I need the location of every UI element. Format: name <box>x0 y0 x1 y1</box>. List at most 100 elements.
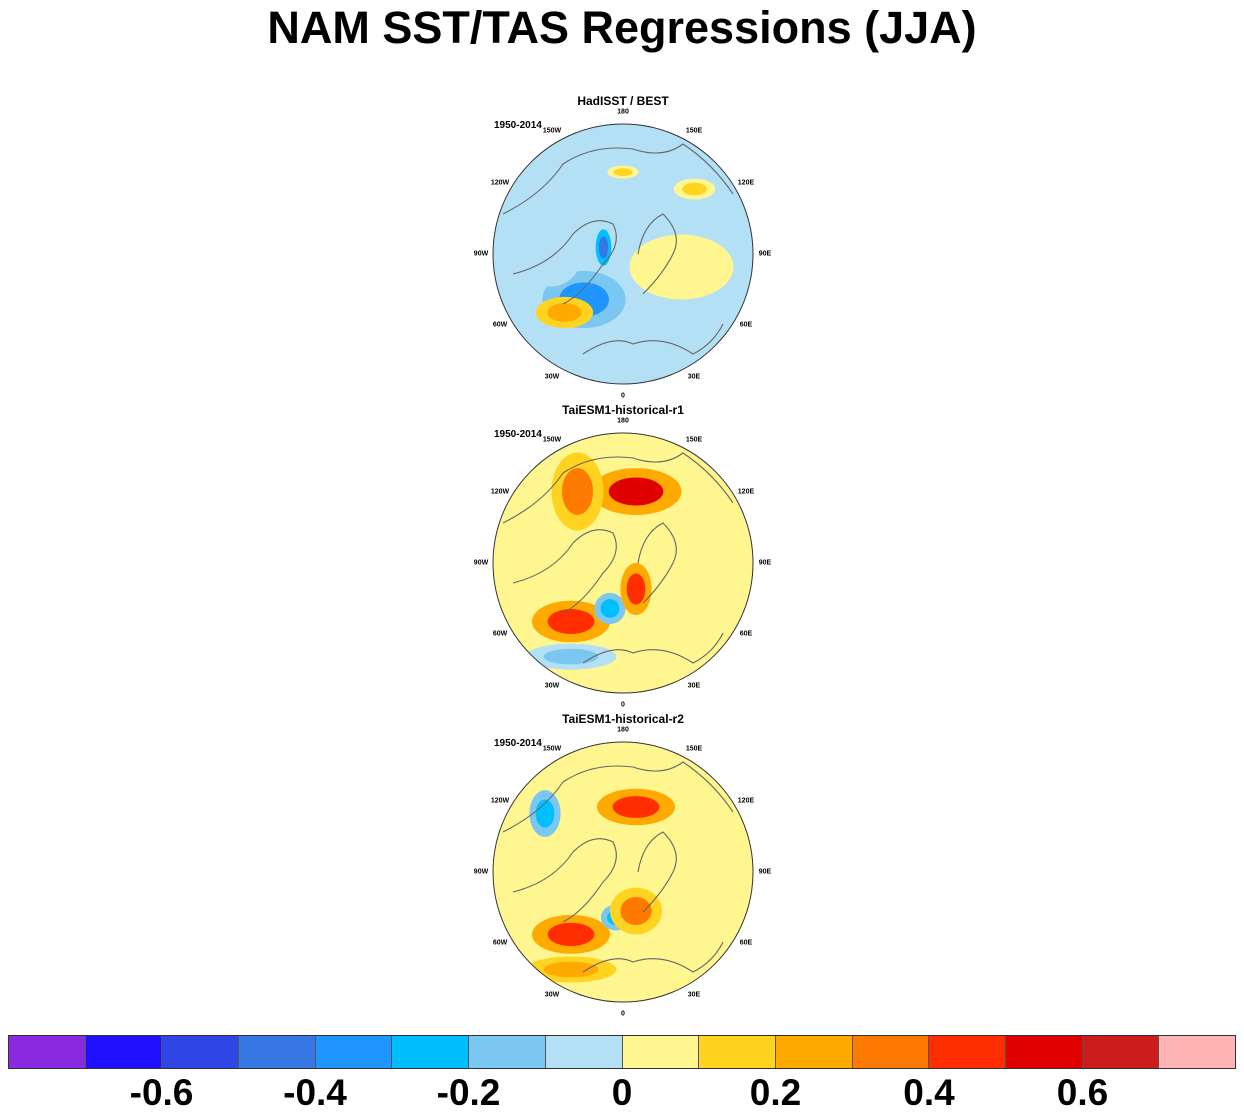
longitude-label: 150W <box>542 745 562 753</box>
longitude-label: 120E <box>737 488 755 496</box>
colorbar-tick-label: -0.2 <box>436 1072 501 1113</box>
longitude-label: 60W <box>492 321 508 329</box>
colorbar-box <box>622 1036 700 1068</box>
anomaly-core <box>561 468 594 515</box>
longitude-label: 90E <box>758 250 772 258</box>
longitude-label: 150E <box>685 745 703 753</box>
longitude-label: 60E <box>739 939 753 947</box>
coastline <box>582 941 724 973</box>
panel-title: TaiESM1-historical-r2 <box>562 712 684 726</box>
polar-map <box>492 123 754 385</box>
longitude-label: 150E <box>685 436 703 444</box>
colorbar-box <box>9 1036 86 1068</box>
longitude-label: 30W <box>544 682 560 690</box>
longitude-label: 120W <box>490 488 510 496</box>
longitude-label: 90W <box>473 868 489 876</box>
anomaly-core <box>535 799 555 828</box>
colorbar-box <box>315 1036 393 1068</box>
longitude-label: 60E <box>739 321 753 329</box>
colorbar-tick-label: 0.4 <box>903 1072 955 1113</box>
anomaly-core <box>547 609 595 634</box>
longitude-label: 120W <box>490 797 510 805</box>
colorbar-box <box>1082 1036 1160 1068</box>
longitude-label: 60W <box>492 630 508 638</box>
coastline <box>502 143 734 215</box>
longitude-label: 0 <box>621 1010 625 1018</box>
colorbar-tick-label: 0.6 <box>1056 1072 1109 1113</box>
anomaly-core <box>608 477 664 506</box>
longitude-label: 120E <box>737 179 755 187</box>
colorbar-tick-label: 0.2 <box>749 1072 802 1113</box>
coastline <box>582 632 724 664</box>
longitude-label: 90W <box>473 250 489 258</box>
anomaly-core <box>598 236 609 259</box>
colorbar-box <box>775 1036 853 1068</box>
anomaly-core <box>547 303 582 322</box>
panel-period: 1950-2014 <box>494 120 542 131</box>
coastline <box>637 213 677 295</box>
longitude-label: 60W <box>492 939 508 947</box>
longitude-label: 150E <box>685 127 703 135</box>
anomaly-core <box>612 796 660 818</box>
colorbar-box <box>929 1036 1006 1068</box>
coastline <box>512 220 617 305</box>
anomaly-core <box>650 247 713 287</box>
colorbar-box <box>1005 1036 1083 1068</box>
anomaly-core <box>613 168 633 176</box>
colorbar-box <box>1159 1036 1235 1068</box>
map-border <box>492 123 754 385</box>
polar-map <box>492 741 754 1003</box>
longitude-label: 30E <box>687 373 701 381</box>
longitude-label: 150W <box>542 436 562 444</box>
colorbar-box <box>852 1036 930 1068</box>
coastline <box>502 452 734 524</box>
longitude-label: 30E <box>687 682 701 690</box>
colorbar-box <box>392 1036 470 1068</box>
polar-map <box>492 432 754 694</box>
anomaly-core <box>532 224 571 271</box>
colorbar-box <box>162 1036 240 1068</box>
colorbar <box>8 1035 1236 1069</box>
longitude-label: 30E <box>687 991 701 999</box>
longitude-label: 120W <box>490 179 510 187</box>
panel-period: 1950-2014 <box>494 738 542 749</box>
panel-period: 1950-2014 <box>494 429 542 440</box>
panel-title: TaiESM1-historical-r1 <box>562 403 684 417</box>
coastline <box>512 529 617 614</box>
longitude-label: 30W <box>544 373 560 381</box>
colorbar-tick-label: 0 <box>611 1072 633 1113</box>
longitude-label: 150W <box>542 127 562 135</box>
colorbar-box <box>85 1036 163 1068</box>
longitude-label: 90W <box>473 559 489 567</box>
coastline <box>582 323 724 355</box>
anomaly-core <box>543 961 599 978</box>
coastline <box>512 838 617 923</box>
anomaly-core <box>543 648 599 665</box>
anomaly-core <box>626 573 646 605</box>
colorbar-box <box>545 1036 623 1068</box>
longitude-label: 0 <box>621 392 625 400</box>
colorbar-tick-label: -0.6 <box>129 1072 194 1113</box>
colorbar-box <box>699 1036 776 1068</box>
longitude-label: 30W <box>544 991 560 999</box>
anomaly-core <box>620 896 652 926</box>
anomaly-core <box>600 599 620 618</box>
longitude-label: 120E <box>737 797 755 805</box>
chart-title: NAM SST/TAS Regressions (JJA) <box>267 2 977 53</box>
longitude-label: 180 <box>617 726 629 734</box>
longitude-label: 90E <box>758 868 772 876</box>
colorbar-tick-label: -0.4 <box>283 1072 347 1113</box>
longitude-label: 180 <box>617 108 629 116</box>
colorbar-box <box>239 1036 316 1068</box>
map-border <box>492 741 754 1003</box>
coastline <box>637 522 677 604</box>
anomaly-core <box>682 182 707 196</box>
panel-title: HadISST / BEST <box>577 94 669 108</box>
map-border <box>492 432 754 694</box>
colorbar-box <box>469 1036 546 1068</box>
coastline <box>637 831 677 913</box>
anomaly-core <box>547 922 595 947</box>
longitude-label: 60E <box>739 630 753 638</box>
longitude-label: 180 <box>617 417 629 425</box>
longitude-label: 90E <box>758 559 772 567</box>
